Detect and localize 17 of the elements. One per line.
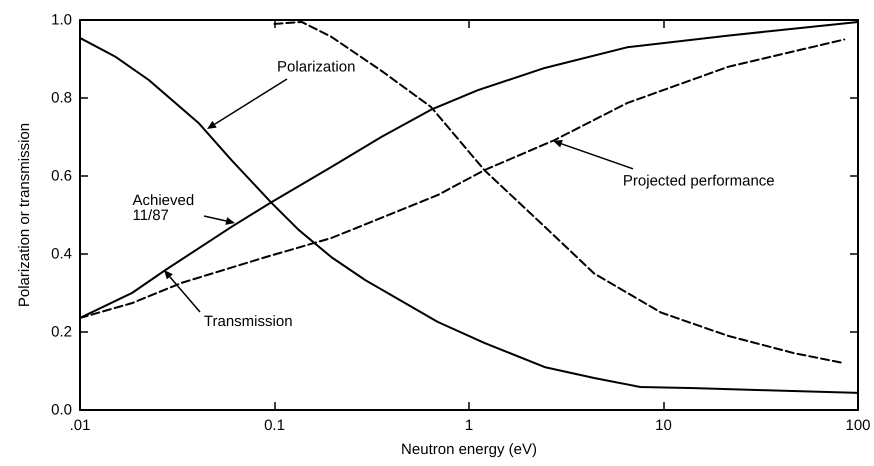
annotation: Projected performance: [622, 172, 775, 190]
y-tick-label: 1.0: [51, 12, 72, 28]
y-tick-label: 0.8: [51, 90, 72, 106]
x-tick-label: .01: [70, 417, 90, 434]
y-tick-label: 0.4: [51, 246, 72, 262]
x-tick-label: 10: [655, 417, 672, 434]
annotation: Polarization: [277, 58, 356, 76]
x-axis-title: Neutron energy (eV): [401, 441, 537, 458]
y-axis-title: Polarization or transmission: [16, 122, 33, 308]
x-tick-label: 100: [845, 417, 871, 434]
annotation: Transmission: [204, 313, 293, 330]
y-tick-label: 0.2: [51, 324, 72, 340]
annotation: Achieved 11/87: [132, 192, 198, 224]
x-tick-label: 0.1: [264, 417, 285, 434]
y-tick-label: 0.0: [51, 402, 72, 418]
y-tick-label: 0.6: [51, 168, 72, 184]
x-tick-label: 1: [464, 417, 474, 434]
